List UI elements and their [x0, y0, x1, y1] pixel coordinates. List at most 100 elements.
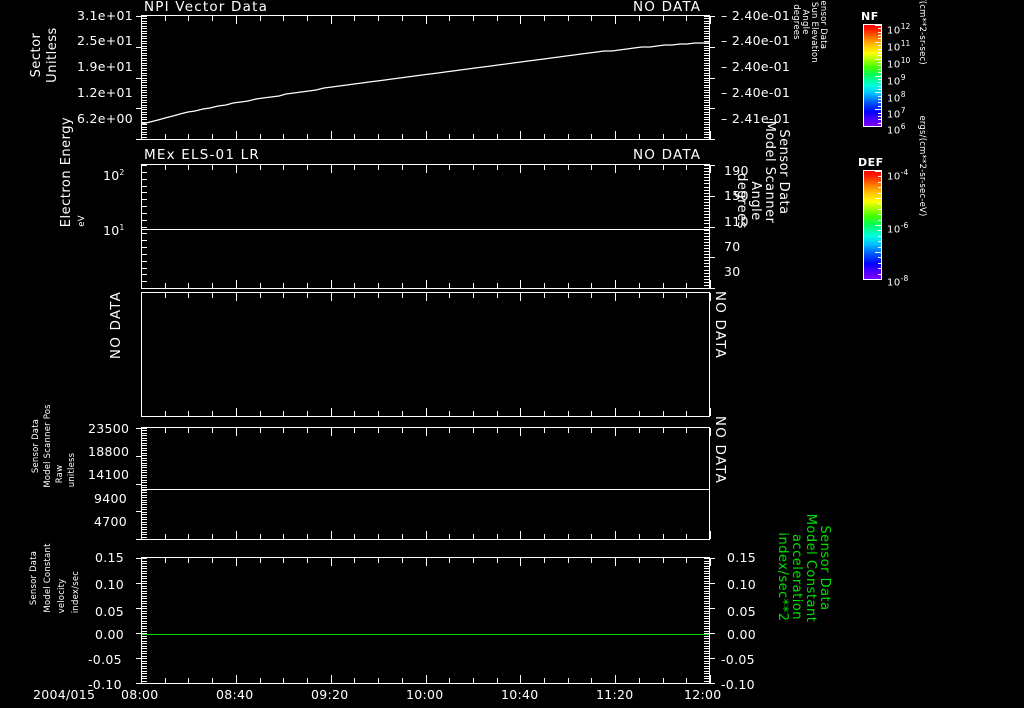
colorbar-def-label: DEF — [858, 156, 884, 169]
panel-4-left-axis-label-line-3: unitless — [67, 452, 77, 488]
colorbar-def — [863, 170, 882, 280]
panel-2-right-ytick-2: 110 — [724, 214, 749, 229]
xaxis-tick-5: 11:20 — [596, 687, 634, 702]
panel-1-ytick-3: 1.2e+01 — [77, 85, 134, 100]
panel-1-left-axis-label-line-0: Sector — [29, 32, 44, 78]
panel-1-ytick-4: 6.2e+00 — [77, 111, 134, 126]
xaxis-date-label: 2004/015 — [33, 687, 96, 702]
panel-5-left-axis-label-line-0: Sensor Data — [29, 550, 39, 606]
panel-5-right-ytick-5: -0.10 — [721, 677, 755, 692]
colorbar-nf-tick-2: 1010 — [887, 56, 911, 71]
panel-1-right-ytick-4: – 2.41e-01 — [721, 111, 791, 126]
panel-5-right-ytick-1: 0.10 — [727, 577, 757, 592]
panel-3-frame — [141, 292, 710, 417]
colorbar-nf-label: NF — [861, 10, 879, 23]
panel-1-right-ytick-1-value: 2.40e-01 — [731, 33, 791, 48]
panel-4-dataline — [142, 489, 709, 490]
colorbar-nf-tick-5: 107 — [887, 106, 906, 121]
panel-2-right-ytick-1: 150 — [724, 188, 749, 203]
panel-1-ytick-0: 3.1e+01 — [77, 8, 134, 23]
colorbar-def-tick-2: 10-8 — [887, 274, 909, 289]
colorbar-nf-tick-3: 109 — [887, 73, 906, 88]
panel-2-right-axis-label-line-0: Sensor Data — [776, 129, 791, 215]
colorbar-nf-tick-6: 106 — [887, 122, 906, 137]
colorbar-nf-units: cnts/(cm**2-sr-sec) — [917, 0, 927, 65]
panel-5-right-ytick-0: 0.15 — [727, 550, 757, 565]
colorbar-def-tick-0: 10-4 — [887, 168, 909, 183]
panel-2-ytick-0: 102 — [103, 166, 124, 182]
panel-5-ytick-4: -0.05 — [88, 652, 122, 667]
colorbar-def-tick-1: 10-6 — [887, 221, 909, 236]
panel-1-right-ytick-3: – 2.40e-01 — [721, 85, 791, 100]
panel-1-right-ytick-4-value: 2.41e-01 — [731, 111, 791, 126]
panel-5-right-axis-label-line-3: index/sec**2 — [775, 532, 790, 622]
panel-5-right-axis-label-line-0: Sensor Data — [817, 525, 832, 611]
panel-1-right-ytick-1: – 2.40e-01 — [721, 33, 791, 48]
panel-5-left-axis-label-line-3: index/sec — [71, 570, 81, 614]
panel-2-right-ytick-4: 30 — [724, 264, 741, 279]
panel-2-ytick-1-base: 10 — [103, 223, 120, 239]
panel-4-ytick-2: 14100 — [88, 467, 130, 482]
panel-1-right-ytick-3-value: 2.40e-01 — [731, 85, 791, 100]
panel-4-frame — [141, 427, 710, 540]
panel-1-right-title: NO DATA — [633, 0, 702, 15]
panel-1-title: NPI Vector Data — [144, 0, 269, 15]
panel-1-right-axis-label-line-3: degrees — [791, 4, 801, 40]
panel-2-title: MEx ELS-01 LR — [144, 147, 260, 163]
panel-5-right-ytick-3: 0.00 — [727, 627, 757, 642]
panel-1-right-ytick-2: – 2.40e-01 — [721, 59, 791, 74]
panel-2-ytick-1-exp: 1 — [119, 223, 125, 232]
panel-2-right-axis-label-line-1: Model Scanner — [762, 120, 777, 224]
panel-4-ytick-4: 4700 — [94, 514, 128, 529]
panel-1-right-ytick-0: – 2.40e-01 — [721, 8, 791, 23]
panel-2-ytick-0-base: 10 — [103, 168, 120, 184]
colorbar-def-units: ergs/(cm**2-sr-sec-eV) — [917, 115, 927, 217]
panel-5-right-axis-label-line-1: Model Constant — [803, 513, 818, 623]
xaxis-tick-2: 09:20 — [311, 687, 349, 702]
colorbar-nf-tick-1: 1011 — [887, 39, 911, 54]
colorbar-nf-tick-4: 108 — [887, 90, 906, 105]
panel-1-ytick-1: 2.5e+01 — [77, 33, 134, 48]
panel-3-right-label: NO DATA — [712, 290, 728, 360]
panel-2-ytick-1: 101 — [103, 221, 124, 237]
panel-2-right-axis-label-line-3: degrees — [734, 173, 749, 229]
xaxis-tick-6: 12:00 — [684, 687, 722, 702]
panel-1-right-ytick-2-value: 2.40e-01 — [731, 59, 791, 74]
colorbar-nf-tick-0: 1012 — [887, 22, 911, 37]
panel-3-left-label: NO DATA — [108, 290, 124, 360]
panel-2-left-axis-label-line-0: Electron Energy — [59, 116, 74, 228]
panel-2-right-ytick-0: 190 — [724, 163, 749, 178]
panel-2-dataline — [142, 229, 709, 230]
panel-2-right-ytick-3: 70 — [724, 239, 741, 254]
panel-5-ytick-1: 0.10 — [95, 577, 125, 592]
panel-5-frame — [141, 557, 710, 684]
panel-5-ytick-2: 0.05 — [95, 604, 125, 619]
xaxis-tick-4: 10:40 — [501, 687, 539, 702]
panel-5-dataline — [142, 634, 709, 635]
panel-1-right-ytick-0-value: 2.40e-01 — [731, 8, 791, 23]
colorbar-nf — [863, 24, 882, 127]
panel-2-right-title: NO DATA — [633, 147, 702, 163]
panel-4-ytick-0: 23500 — [88, 421, 130, 436]
panel-1-ytick-2: 1.9e+01 — [77, 59, 134, 74]
panel-2-frame — [141, 164, 710, 289]
panel-1-frame — [141, 15, 710, 140]
panel-1-left-axis-label-line-1: Unitless — [45, 27, 60, 83]
panel-5-right-ytick-4: -0.05 — [721, 652, 755, 667]
xaxis-tick-3: 10:00 — [406, 687, 444, 702]
panel-5-ytick-3: 0.00 — [95, 627, 125, 642]
panel-4-ytick-3: 9400 — [94, 491, 128, 506]
panel-5-ytick-5: -0.10 — [88, 677, 122, 692]
panel-2-left-axis-label-line-1: eV — [77, 215, 87, 227]
panel-5-left-axis-label-line-2: velocity — [57, 578, 67, 614]
xaxis-tick-0: 08:00 — [121, 687, 159, 702]
panel-2-right-axis-label-line-2: Angle — [748, 181, 763, 221]
xaxis-tick-1: 08:40 — [216, 687, 254, 702]
panel-1-curve — [142, 42, 709, 125]
panel-5-left-axis-label-line-1: Model Constant — [43, 543, 53, 613]
panel-2-ytick-0-exp: 2 — [119, 168, 125, 177]
panel-4-ytick-1: 18800 — [88, 444, 130, 459]
panel-5-right-axis-label-line-2: acceleration — [789, 533, 804, 621]
panel-4-right-label: NO DATA — [712, 415, 728, 485]
